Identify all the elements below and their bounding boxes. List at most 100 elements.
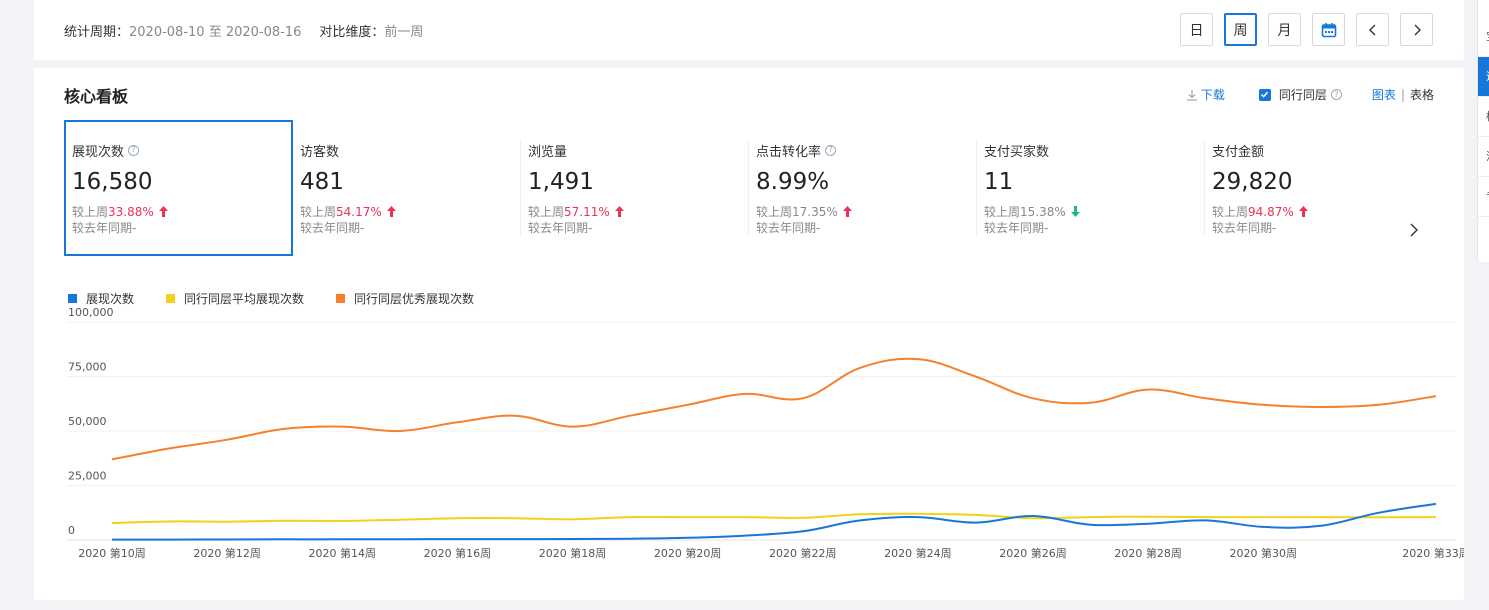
help-icon[interactable]: ? <box>825 144 837 156</box>
calendar-button[interactable] <box>1312 13 1345 46</box>
metric-card-click-conversion[interactable]: 点击转化率? 8.99% 较上周 17.35% 较去年同期- <box>748 120 977 256</box>
arrow-up-icon <box>842 206 852 217</box>
period-label: 统计周期： <box>64 25 130 40</box>
right-panel-item[interactable]: 宝 <box>1478 17 1489 57</box>
month-button[interactable]: 月 <box>1268 13 1301 46</box>
card-actions: 下载 同行同层 ? 图表 | 表格 <box>1186 86 1434 103</box>
right-panel-item[interactable]: 流 <box>1478 137 1489 177</box>
metric-value: 8.99% <box>756 169 830 195</box>
right-float-panel: 宝 追 标 流 专 <box>1477 0 1489 262</box>
right-panel-item[interactable]: 追 <box>1478 57 1489 97</box>
x-tick-label: 2020 第30周 <box>1230 546 1298 560</box>
legend-swatch <box>166 294 176 303</box>
day-button[interactable]: 日 <box>1180 13 1213 46</box>
period-info: 统计周期：2020-08-10 至 2020-08-16 对比维度：前一周 <box>64 21 423 40</box>
x-tick-label: 2020 第22周 <box>769 546 837 560</box>
x-tick-label: 2020 第16周 <box>424 546 492 560</box>
metric-value: 1,491 <box>528 169 594 195</box>
metric-name: 访客数 <box>300 144 340 160</box>
compare-prefix: 较上周 <box>984 205 1021 219</box>
compare-prefix: 较上周 <box>1212 205 1249 219</box>
metrics-next-button[interactable] <box>1409 222 1419 242</box>
legend-label: 展现次数 <box>86 292 135 306</box>
y-tick-label: 75,000 <box>68 361 107 374</box>
line-chart: 0 25,000 50,000 75,000 100,000 2020 第10周 2020 … <box>67 308 1464 560</box>
arrow-up-icon <box>386 206 396 217</box>
y-tick-label: 100,000 <box>68 308 114 319</box>
x-tick-label: 2020 第26周 <box>999 546 1067 560</box>
series-line-2 <box>111 357 1437 461</box>
period-value: 2020-08-10 至 2020-08-16 <box>129 25 302 40</box>
view-chart-tab[interactable]: 图表 <box>1371 88 1396 102</box>
metric-value: 16,580 <box>72 169 153 195</box>
metric-value: 481 <box>300 169 344 195</box>
metric-divider <box>976 140 977 236</box>
metric-name: 点击转化率 <box>756 144 822 160</box>
metric-value: 29,820 <box>1212 169 1293 195</box>
legend-label: 同行同层平均展现次数 <box>184 292 305 306</box>
compare-prefix: 较上周 <box>756 205 793 219</box>
view-separator: | <box>1400 88 1405 102</box>
compare-value: 33.88% <box>108 204 154 219</box>
filter-bar: 统计周期：2020-08-10 至 2020-08-16 对比维度：前一周 日 周… <box>34 0 1464 60</box>
download-label: 下载 <box>1200 88 1225 102</box>
chart-legend: 展现次数 同行同层平均展现次数 同行同层优秀展现次数 <box>68 290 506 307</box>
series-line-1 <box>111 512 1437 524</box>
compare-prefix: 较上周 <box>300 205 337 219</box>
legend-item[interactable]: 展现次数 <box>68 290 134 307</box>
legend-swatch <box>336 294 346 303</box>
compare-value: 前一周 <box>384 25 424 40</box>
metric-divider <box>520 140 521 236</box>
compare-prefix: 较上周 <box>72 205 109 219</box>
compare-value: 17.35% <box>792 204 838 219</box>
help-icon[interactable]: ? <box>1330 89 1342 100</box>
metric-card-paying-buyers[interactable]: 支付买家数 11 较上周 15.38% 较去年同期- <box>976 120 1205 256</box>
legend-label: 同行同层优秀展现次数 <box>354 292 475 306</box>
x-tick-label: 2020 第10周 <box>78 546 146 560</box>
compare-value: 54.17% <box>336 204 382 219</box>
x-tick-label: 2020 第33周 <box>1402 546 1464 560</box>
arrow-up-icon <box>1298 206 1308 217</box>
yoy-compare: 较去年同期- <box>72 221 137 235</box>
y-tick-label: 50,000 <box>68 415 107 428</box>
x-tick-label: 2020 第24周 <box>884 546 952 560</box>
metric-name: 浏览量 <box>528 144 568 160</box>
metric-card-pageviews[interactable]: 浏览量 1,491 较上周 57.11% 较去年同期- <box>520 120 749 256</box>
x-tick-label: 2020 第28周 <box>1114 546 1182 560</box>
compare-value: 94.87% <box>1248 204 1294 219</box>
compare-prefix: 较上周 <box>528 205 565 219</box>
compare-value: 57.11% <box>564 204 610 219</box>
x-tick-label: 2020 第20周 <box>654 546 722 560</box>
metric-card-impressions[interactable]: 展现次数? 16,580 较上周 33.88% 较去年同期- <box>64 120 293 256</box>
core-dashboard-card: 核心看板 下载 同行同层 ? 图表 | 表格 展现次数? 16,580 较上周 33.… <box>34 68 1464 600</box>
right-panel-item[interactable]: 专 <box>1478 177 1489 217</box>
y-tick-label: 25,000 <box>68 470 107 483</box>
compare-label: 对比维度： <box>319 25 385 40</box>
legend-item[interactable]: 同行同层平均展现次数 <box>166 290 304 307</box>
next-period-button[interactable] <box>1400 13 1433 46</box>
view-toggle: 图表 | 表格 <box>1372 86 1434 103</box>
metric-cards: 展现次数? 16,580 较上周 33.88% 较去年同期- 访客数 481 较上… <box>64 120 1429 256</box>
help-icon[interactable]: ? <box>128 144 140 156</box>
arrow-down-icon <box>1070 206 1080 217</box>
yoy-compare: 较去年同期- <box>1212 221 1277 235</box>
download-button[interactable]: 下载 <box>1186 86 1225 103</box>
view-table-tab[interactable]: 表格 <box>1409 88 1434 102</box>
right-panel-item[interactable]: 标 <box>1478 97 1489 137</box>
metric-name: 支付金额 <box>1212 144 1265 160</box>
legend-swatch <box>68 294 77 303</box>
metric-card-visitors[interactable]: 访客数 481 较上周 54.17% 较去年同期- <box>292 120 521 256</box>
week-button[interactable]: 周 <box>1224 13 1257 46</box>
calendar-icon <box>1321 22 1336 37</box>
metric-value: 11 <box>984 169 1014 195</box>
metric-card-payment-amount[interactable]: 支付金额 29,820 较上周 94.87% 较去年同期- <box>1204 120 1433 256</box>
x-tick-label: 2020 第12周 <box>193 546 261 560</box>
chevron-left-icon <box>1368 24 1375 35</box>
peer-label: 同行同层 <box>1278 88 1327 102</box>
peer-checkbox[interactable]: 同行同层 ? <box>1258 86 1342 103</box>
yoy-compare: 较去年同期- <box>300 221 365 235</box>
y-tick-label: 0 <box>68 524 75 537</box>
legend-item[interactable]: 同行同层优秀展现次数 <box>336 290 474 307</box>
prev-period-button[interactable] <box>1356 13 1389 46</box>
metric-name: 展现次数 <box>72 144 125 160</box>
